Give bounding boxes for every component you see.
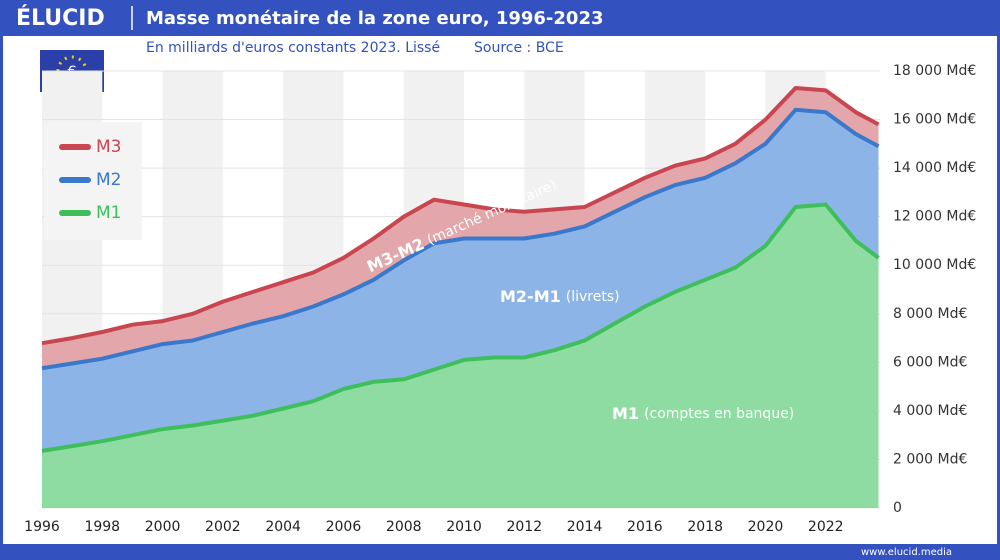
x-tick-label: 2000 [145,519,181,535]
y-tick-label: 4 000 Md€ [893,403,967,419]
x-tick-label: 2002 [205,519,241,535]
y-tick-label: 12 000 Md€ [893,209,976,225]
x-tick-label: 1998 [84,519,120,535]
legend-box [44,122,142,240]
y-tick-label: 14 000 Md€ [893,160,976,176]
y-tick-label: 10 000 Md€ [893,257,976,273]
x-tick-label: 2004 [265,519,301,535]
annotation-bold: M2-M1 [500,287,561,306]
x-tick-label: 2018 [687,519,723,535]
x-tick-label: 2016 [627,519,663,535]
y-tick-label: 0 [893,500,902,516]
x-tick-label: 2022 [808,519,844,535]
x-tick-label: 2012 [506,519,542,535]
legend-label: M1 [96,203,121,223]
annotation: M2-M1 (livrets) [500,287,620,306]
legend-label: M2 [96,170,121,190]
y-tick-label: 18 000 Md€ [893,63,976,79]
annotation-bold: M1 [612,404,639,423]
line [41,86,880,346]
annotation: M1 (comptes en banque) [612,404,794,423]
line [41,202,880,453]
annotation-text: (livrets) [566,289,620,305]
x-tick-label: 2014 [567,519,603,535]
chart-source: Source : BCE [474,40,564,56]
footer: www.elucid.media [861,547,952,558]
line [41,107,880,371]
header-bar [0,0,1000,36]
y-tick-label: 6 000 Md€ [893,354,967,370]
y-tick-label: 8 000 Md€ [893,306,967,322]
y-tick-label: 2 000 Md€ [893,451,967,467]
y-tick-label: 16 000 Md€ [893,112,976,128]
area [42,204,879,508]
chart-subtitle: En milliards d'euros constants 2023. Lis… [146,40,440,56]
annotation-text: (comptes en banque) [644,406,794,422]
x-tick-label: 2020 [748,519,784,535]
chart-title: Masse monétaire de la zone euro, 1996-20… [146,8,604,29]
x-tick-label: 1996 [24,519,60,535]
footer-bar [0,544,1000,560]
x-tick-label: 2010 [446,519,482,535]
x-tick-label: 2006 [326,519,362,535]
x-tick-label: 2008 [386,519,422,535]
brand: ÉLUCID [16,5,105,31]
legend-label: M3 [96,137,121,157]
